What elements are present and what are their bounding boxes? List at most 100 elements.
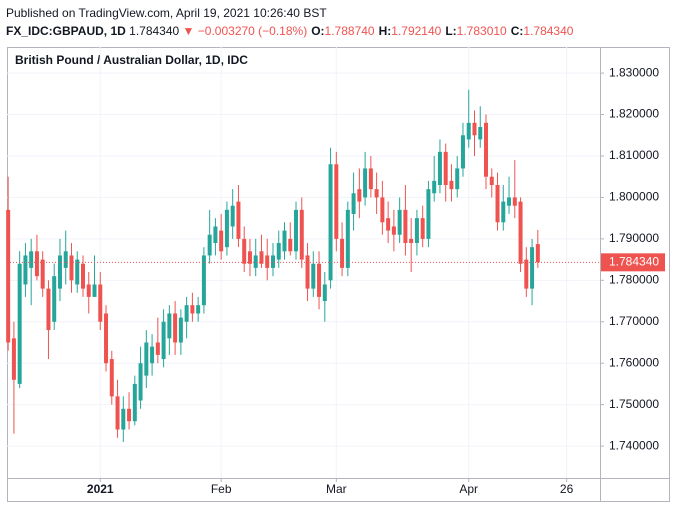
candle-body <box>380 197 385 223</box>
candle-body <box>299 209 304 260</box>
candle-body <box>75 259 80 285</box>
candle-body <box>190 305 195 314</box>
arrow: ▼ <box>182 24 195 38</box>
candle-body <box>524 259 529 289</box>
y-tick-label: 1.750000 <box>609 397 659 411</box>
candle-body <box>409 238 414 244</box>
candle-body <box>46 288 51 331</box>
y-tick-label: 1.790000 <box>609 231 659 245</box>
candle-body <box>213 226 218 244</box>
candle-body <box>242 238 247 264</box>
candle-body <box>86 284 91 297</box>
ohlc-label: L: <box>445 24 457 38</box>
y-tick-label: 1.820000 <box>609 107 659 121</box>
candle-body <box>317 263 322 297</box>
change: −0.003270 (−0.18%) <box>197 24 308 38</box>
candle-body <box>11 338 16 380</box>
header: Published on TradingView.com, April 19, … <box>6 4 573 40</box>
candle-body <box>265 255 270 268</box>
candle-body <box>224 209 229 248</box>
candle-body <box>17 263 22 384</box>
candle-body <box>334 164 339 239</box>
candle-body <box>466 122 471 140</box>
candle-body <box>489 176 494 186</box>
candle-body <box>322 284 327 302</box>
candle-body <box>132 383 137 422</box>
y-tick-label: 1.810000 <box>609 148 659 162</box>
candle-body <box>512 197 517 206</box>
candle-body <box>374 189 379 198</box>
candle-body <box>115 396 120 430</box>
candle-body <box>345 209 350 268</box>
candle-body <box>530 247 535 289</box>
candle-body <box>23 255 28 285</box>
candle-body <box>357 189 362 202</box>
candle-body <box>340 238 345 268</box>
candle-body <box>184 305 189 322</box>
candle-body <box>420 218 425 239</box>
candle-body <box>518 201 523 264</box>
candle-body <box>495 185 500 223</box>
candle-body <box>311 263 316 289</box>
last-price-label: 1.784340 <box>609 255 659 269</box>
candle-body <box>386 218 391 231</box>
x-tick-label: 2021 <box>87 482 114 496</box>
candle-body <box>351 193 356 215</box>
symbol-line: FX_IDC:GBPAUD, 1D 1.784340 ▼ −0.003270 (… <box>6 22 573 40</box>
frame <box>7 47 670 502</box>
x-tick-label: Mar <box>326 482 347 496</box>
ohlc-label: H: <box>378 24 392 38</box>
candle-body <box>34 251 39 277</box>
candle-body <box>138 363 143 401</box>
candle-body <box>52 276 57 322</box>
y-tick-label: 1.800000 <box>609 190 659 204</box>
candle-body <box>276 243 281 260</box>
candle-body <box>472 122 477 136</box>
ohlc-value: 1.784340 <box>523 24 574 38</box>
candle-body <box>507 197 512 206</box>
candle-body <box>230 205 235 227</box>
candle-body <box>167 313 172 339</box>
candle-body <box>6 209 11 343</box>
candle-body <box>236 201 241 239</box>
candle-body <box>150 346 155 364</box>
candle-body <box>207 234 212 256</box>
candle-body <box>460 135 465 169</box>
candle-body <box>288 238 293 252</box>
candle-body <box>449 180 454 190</box>
candle-body <box>92 284 97 297</box>
y-tick-label: 1.770000 <box>609 314 659 328</box>
candle-body <box>437 151 442 186</box>
ohlc-value: 1.788740 <box>324 24 375 38</box>
candle-body <box>535 244 540 263</box>
y-tick-label: 1.760000 <box>609 355 659 369</box>
candle-body <box>328 164 333 281</box>
candle-body <box>247 251 252 264</box>
candle-body <box>57 255 62 289</box>
published: Published on TradingView.com, April 19, … <box>6 6 327 20</box>
candle-body <box>305 255 310 289</box>
symbol: FX_IDC:GBPAUD, 1D <box>6 24 126 38</box>
y-tick-label: 1.780000 <box>609 272 659 286</box>
candle-body <box>443 151 448 186</box>
candle-body <box>178 317 183 343</box>
candle-body <box>282 230 287 252</box>
candle-body <box>144 342 149 376</box>
candle-body <box>414 218 419 244</box>
candle-body <box>98 284 103 322</box>
last-price-box <box>601 253 665 272</box>
candle-body <box>391 226 396 235</box>
candle-body <box>259 251 264 264</box>
candle-body <box>368 168 373 190</box>
candle-body <box>253 255 258 268</box>
candle-body <box>127 408 132 422</box>
ohlc: O:1.788740 H:1.792140 L:1.783010 C:1.784340 <box>307 24 573 38</box>
ohlc-label: O: <box>311 24 325 38</box>
candle-body <box>80 263 85 289</box>
candle-body <box>363 168 368 198</box>
candle-body <box>109 359 114 397</box>
x-tick-label: Feb <box>211 482 232 496</box>
x-tick-label: 26 <box>560 482 574 496</box>
